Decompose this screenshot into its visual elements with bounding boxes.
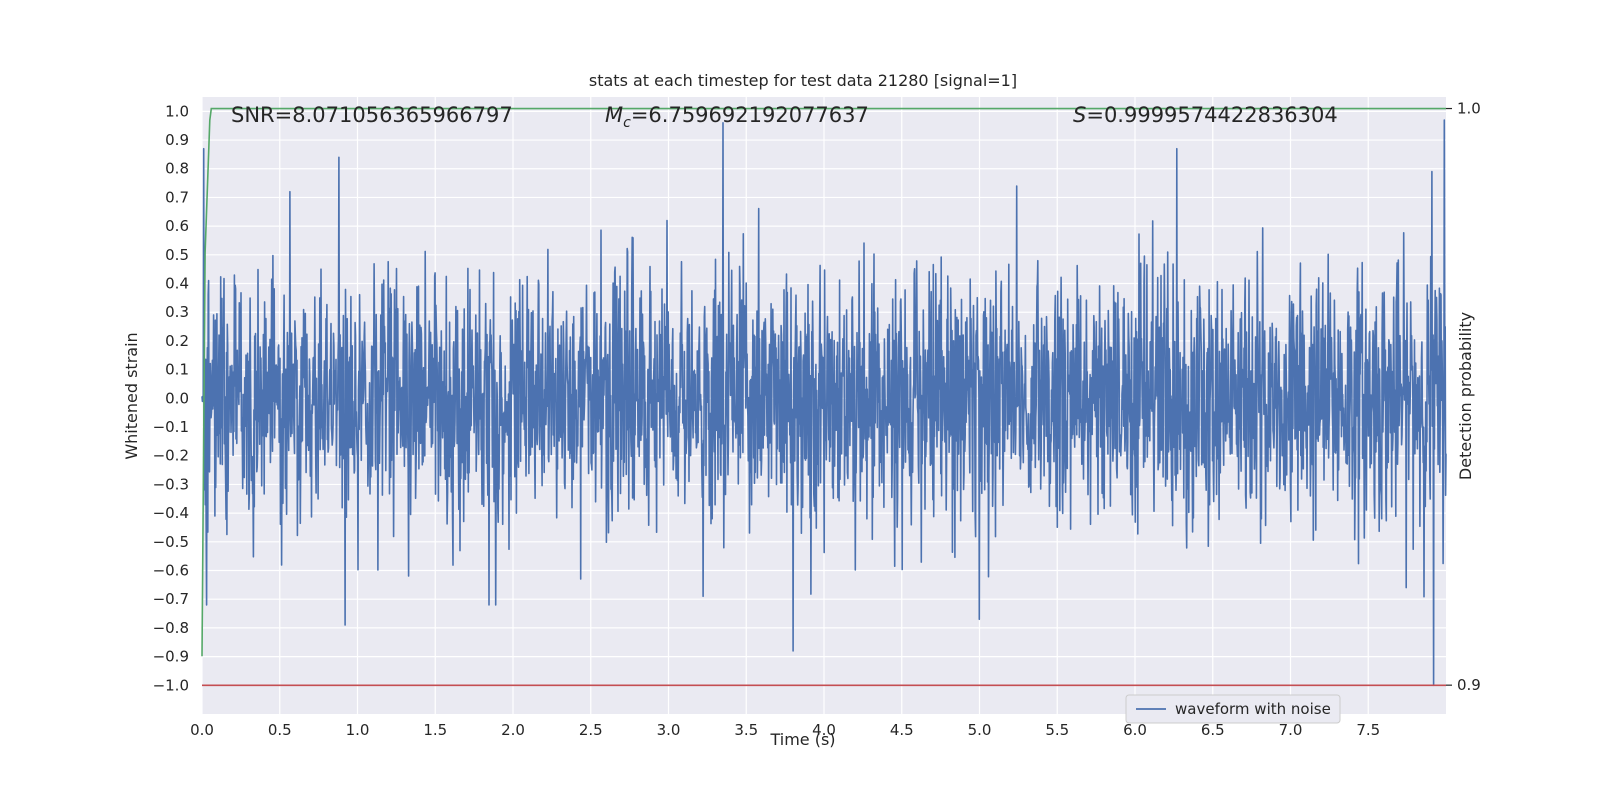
x-axis-label: Time (s) — [769, 730, 835, 749]
legend-label: waveform with noise — [1175, 700, 1331, 718]
x-tick-label: 3.0 — [657, 721, 681, 739]
y-tick-label: −1.0 — [153, 676, 189, 694]
y-tick-label: 0.0 — [165, 389, 189, 407]
y2-tick-label: 1.0 — [1457, 100, 1481, 118]
snr-annotation: SNR=8.071056365966797 — [231, 103, 513, 127]
y-tick-label: 0.5 — [165, 246, 189, 264]
y-tick-label: 0.3 — [165, 303, 189, 321]
x-tick-label: 5.0 — [968, 721, 992, 739]
y-tick-label: 0.4 — [165, 275, 189, 293]
x-tick-label: 2.5 — [579, 721, 603, 739]
x-tick-label: 4.0 — [812, 721, 836, 739]
y-tick-label: −0.7 — [153, 590, 189, 608]
x-tick-label: 1.0 — [346, 721, 370, 739]
probability-series — [201, 107, 1446, 657]
x-tick-label: 0.0 — [190, 721, 214, 739]
mc-value: =6.759692192077637 — [631, 103, 869, 127]
s-symbol: S — [1073, 103, 1086, 127]
y-tick-label: −0.2 — [153, 447, 189, 465]
legend: waveform with noise — [1125, 694, 1341, 724]
x-tick-label: 4.5 — [890, 721, 914, 739]
x-tick-label: 0.5 — [268, 721, 292, 739]
y-tick-label: −0.9 — [153, 648, 189, 666]
s-annotation: S=0.9999574422836304 — [1073, 103, 1338, 127]
y2-axis-label: Detection probability — [1456, 312, 1475, 480]
chart-title: stats at each timestep for test data 212… — [589, 71, 1017, 90]
mc-subscript: c — [623, 115, 631, 131]
x-tick-label: 6.0 — [1123, 721, 1147, 739]
y-tick-label: 0.9 — [165, 131, 189, 149]
x-tick-label: 3.5 — [734, 721, 758, 739]
y-tick-label: 0.6 — [165, 217, 189, 235]
x-tick-label: 7.0 — [1279, 721, 1303, 739]
y-tick-label: 0.2 — [165, 332, 189, 350]
y-tick-label: 0.7 — [165, 188, 189, 206]
x-axis-ticks: 0.0 0.5 1.0 1.5 2.0 2.5 3.0 3.5 4.0 4.5 5.0 5.5 6.0 6… — [190, 721, 1380, 739]
probability-line — [201, 107, 1446, 657]
y-tick-label: 0.1 — [165, 361, 189, 379]
y-tick-label: −0.3 — [153, 475, 189, 493]
waveform-series — [201, 119, 1447, 687]
legend-box — [1125, 694, 1341, 724]
waveform-line — [201, 119, 1447, 687]
y-tick-label: 1.0 — [165, 102, 189, 120]
x-tick-label: 5.5 — [1045, 721, 1069, 739]
s-value: =0.9999574422836304 — [1086, 103, 1337, 127]
y-tick-label: −0.5 — [153, 533, 189, 551]
y2-tick-label: 0.9 — [1457, 676, 1481, 694]
mc-symbol: M — [605, 103, 623, 127]
y-tick-label: −0.8 — [153, 619, 189, 637]
x-tick-label: 2.0 — [501, 721, 525, 739]
mc-annotation: Mc=6.759692192077637 — [605, 103, 869, 131]
y-tick-label: −0.4 — [153, 504, 189, 522]
y-tick-label: 0.8 — [165, 160, 189, 178]
y-axis-label: Whitened strain — [122, 332, 141, 459]
y-axis-ticks: 1.0 0.9 0.8 0.7 0.6 0.5 0.4 0.3 0.2 0.1 0.0 −0.1 −0.… — [153, 102, 189, 694]
x-tick-label: 6.5 — [1201, 721, 1225, 739]
x-tick-label: 7.5 — [1356, 721, 1380, 739]
y2-axis-ticks: 1.0 0.9 — [1446, 100, 1481, 694]
x-tick-label: 1.5 — [423, 721, 447, 739]
y-tick-label: −0.6 — [153, 562, 189, 580]
y-tick-label: −0.1 — [153, 418, 189, 436]
